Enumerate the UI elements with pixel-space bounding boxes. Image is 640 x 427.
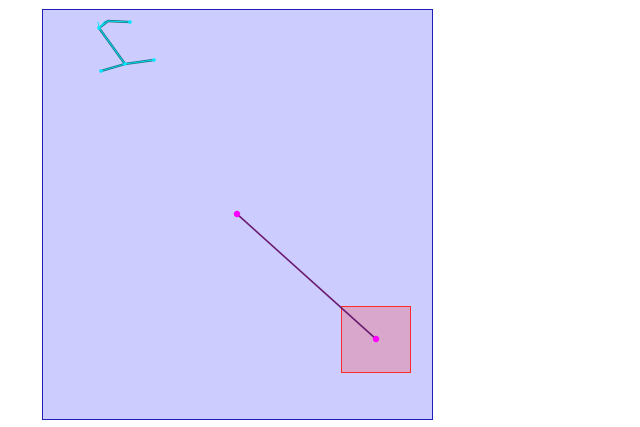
pointer-start-handle[interactable] bbox=[233, 210, 241, 218]
arm-joint-dot bbox=[128, 20, 132, 24]
pointer-line bbox=[236, 213, 377, 340]
arm-joint-dot bbox=[97, 26, 101, 30]
arm-joint-dot bbox=[123, 62, 127, 66]
arm-joint-dot bbox=[152, 58, 156, 62]
arm-branch-highlight bbox=[124, 59, 155, 65]
arm-joint-dot bbox=[99, 69, 103, 73]
pointer-end-handle[interactable] bbox=[372, 335, 380, 343]
articulated-arm bbox=[97, 19, 156, 73]
